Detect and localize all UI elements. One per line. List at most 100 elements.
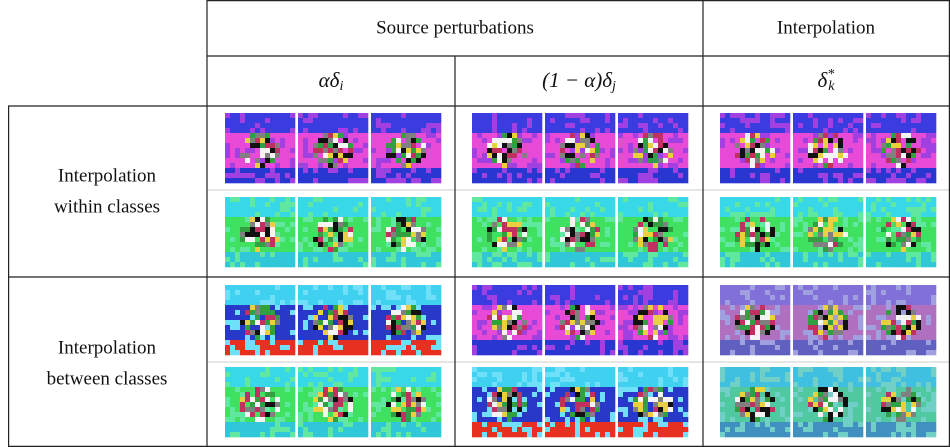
- pixel: [798, 222, 803, 227]
- pixel: [745, 290, 750, 295]
- pixel: [381, 315, 386, 320]
- pixel: [803, 138, 808, 143]
- pixel: [522, 212, 527, 217]
- pixel: [678, 350, 683, 355]
- pixel: [628, 133, 633, 138]
- pixel: [303, 247, 308, 252]
- pixel: [431, 257, 436, 262]
- pixel: [745, 217, 750, 222]
- pixel: [755, 138, 760, 143]
- pixel: [545, 320, 550, 325]
- pixel: [793, 207, 798, 212]
- pixel: [673, 285, 678, 290]
- pixel: [308, 113, 313, 118]
- pixel: [401, 242, 406, 247]
- pixel: [260, 217, 265, 222]
- pixel: [798, 158, 803, 163]
- pixel: [537, 335, 542, 340]
- pixel: [683, 305, 688, 310]
- pixel: [477, 207, 482, 212]
- pixel: [235, 158, 240, 163]
- pixel: [585, 118, 590, 123]
- pixel: [575, 340, 580, 345]
- pixel: [911, 168, 916, 173]
- pixel: [565, 128, 570, 133]
- pixel: [260, 305, 265, 310]
- pixel: [765, 168, 770, 173]
- pixel: [472, 247, 477, 252]
- pixel: [750, 123, 755, 128]
- pixel: [643, 257, 648, 262]
- pixel: [633, 118, 638, 123]
- pixel: [532, 163, 537, 168]
- pixel: [328, 212, 333, 217]
- noise-image: [793, 285, 863, 355]
- pixel: [648, 148, 653, 153]
- pixel: [250, 320, 255, 325]
- pixel: [740, 212, 745, 217]
- pixel: [555, 262, 560, 267]
- pixel: [740, 300, 745, 305]
- pixel: [260, 143, 265, 148]
- pixel: [303, 305, 308, 310]
- pixel: [858, 163, 863, 168]
- pixel: [896, 222, 901, 227]
- pixel: [522, 128, 527, 133]
- pixel: [532, 325, 537, 330]
- pixel: [318, 197, 323, 202]
- pixel: [353, 290, 358, 295]
- pixel: [265, 168, 270, 173]
- pixel: [818, 217, 823, 222]
- pixel: [595, 163, 600, 168]
- pixel: [386, 227, 391, 232]
- pixel: [765, 330, 770, 335]
- pixel: [250, 173, 255, 178]
- pixel: [371, 300, 376, 305]
- pixel: [653, 143, 658, 148]
- pixel: [255, 262, 260, 267]
- pixel: [648, 232, 653, 237]
- pixel: [431, 295, 436, 300]
- pixel: [638, 232, 643, 237]
- pixel: [653, 202, 658, 207]
- pixel: [916, 158, 921, 163]
- pixel: [818, 173, 823, 178]
- pixel: [580, 123, 585, 128]
- pixel: [225, 178, 230, 183]
- pixel: [225, 173, 230, 178]
- pixel: [735, 227, 740, 232]
- pixel: [328, 335, 333, 340]
- pixel: [643, 163, 648, 168]
- pixel: [328, 207, 333, 212]
- pixel: [328, 118, 333, 123]
- pixel: [308, 222, 313, 227]
- pixel: [371, 153, 376, 158]
- pixel: [926, 237, 931, 242]
- pixel: [298, 335, 303, 340]
- pixel: [610, 330, 615, 335]
- pixel: [391, 345, 396, 350]
- pixel: [658, 227, 663, 232]
- pixel: [623, 315, 628, 320]
- pixel: [376, 128, 381, 133]
- pixel: [605, 113, 610, 118]
- pixel: [230, 197, 235, 202]
- pixel: [648, 153, 653, 158]
- pixel: [333, 252, 338, 257]
- pixel: [853, 242, 858, 247]
- pixel: [595, 310, 600, 315]
- pixel: [926, 197, 931, 202]
- pixel: [401, 340, 406, 345]
- pixel: [381, 262, 386, 267]
- pixel: [255, 148, 260, 153]
- pixel: [421, 295, 426, 300]
- pixel: [808, 247, 813, 252]
- pixel: [492, 128, 497, 133]
- pixel: [803, 163, 808, 168]
- pixel: [876, 128, 881, 133]
- pixel: [386, 345, 391, 350]
- pixel: [633, 305, 638, 310]
- pixel: [245, 222, 250, 227]
- pixel: [770, 163, 775, 168]
- pixel: [793, 178, 798, 183]
